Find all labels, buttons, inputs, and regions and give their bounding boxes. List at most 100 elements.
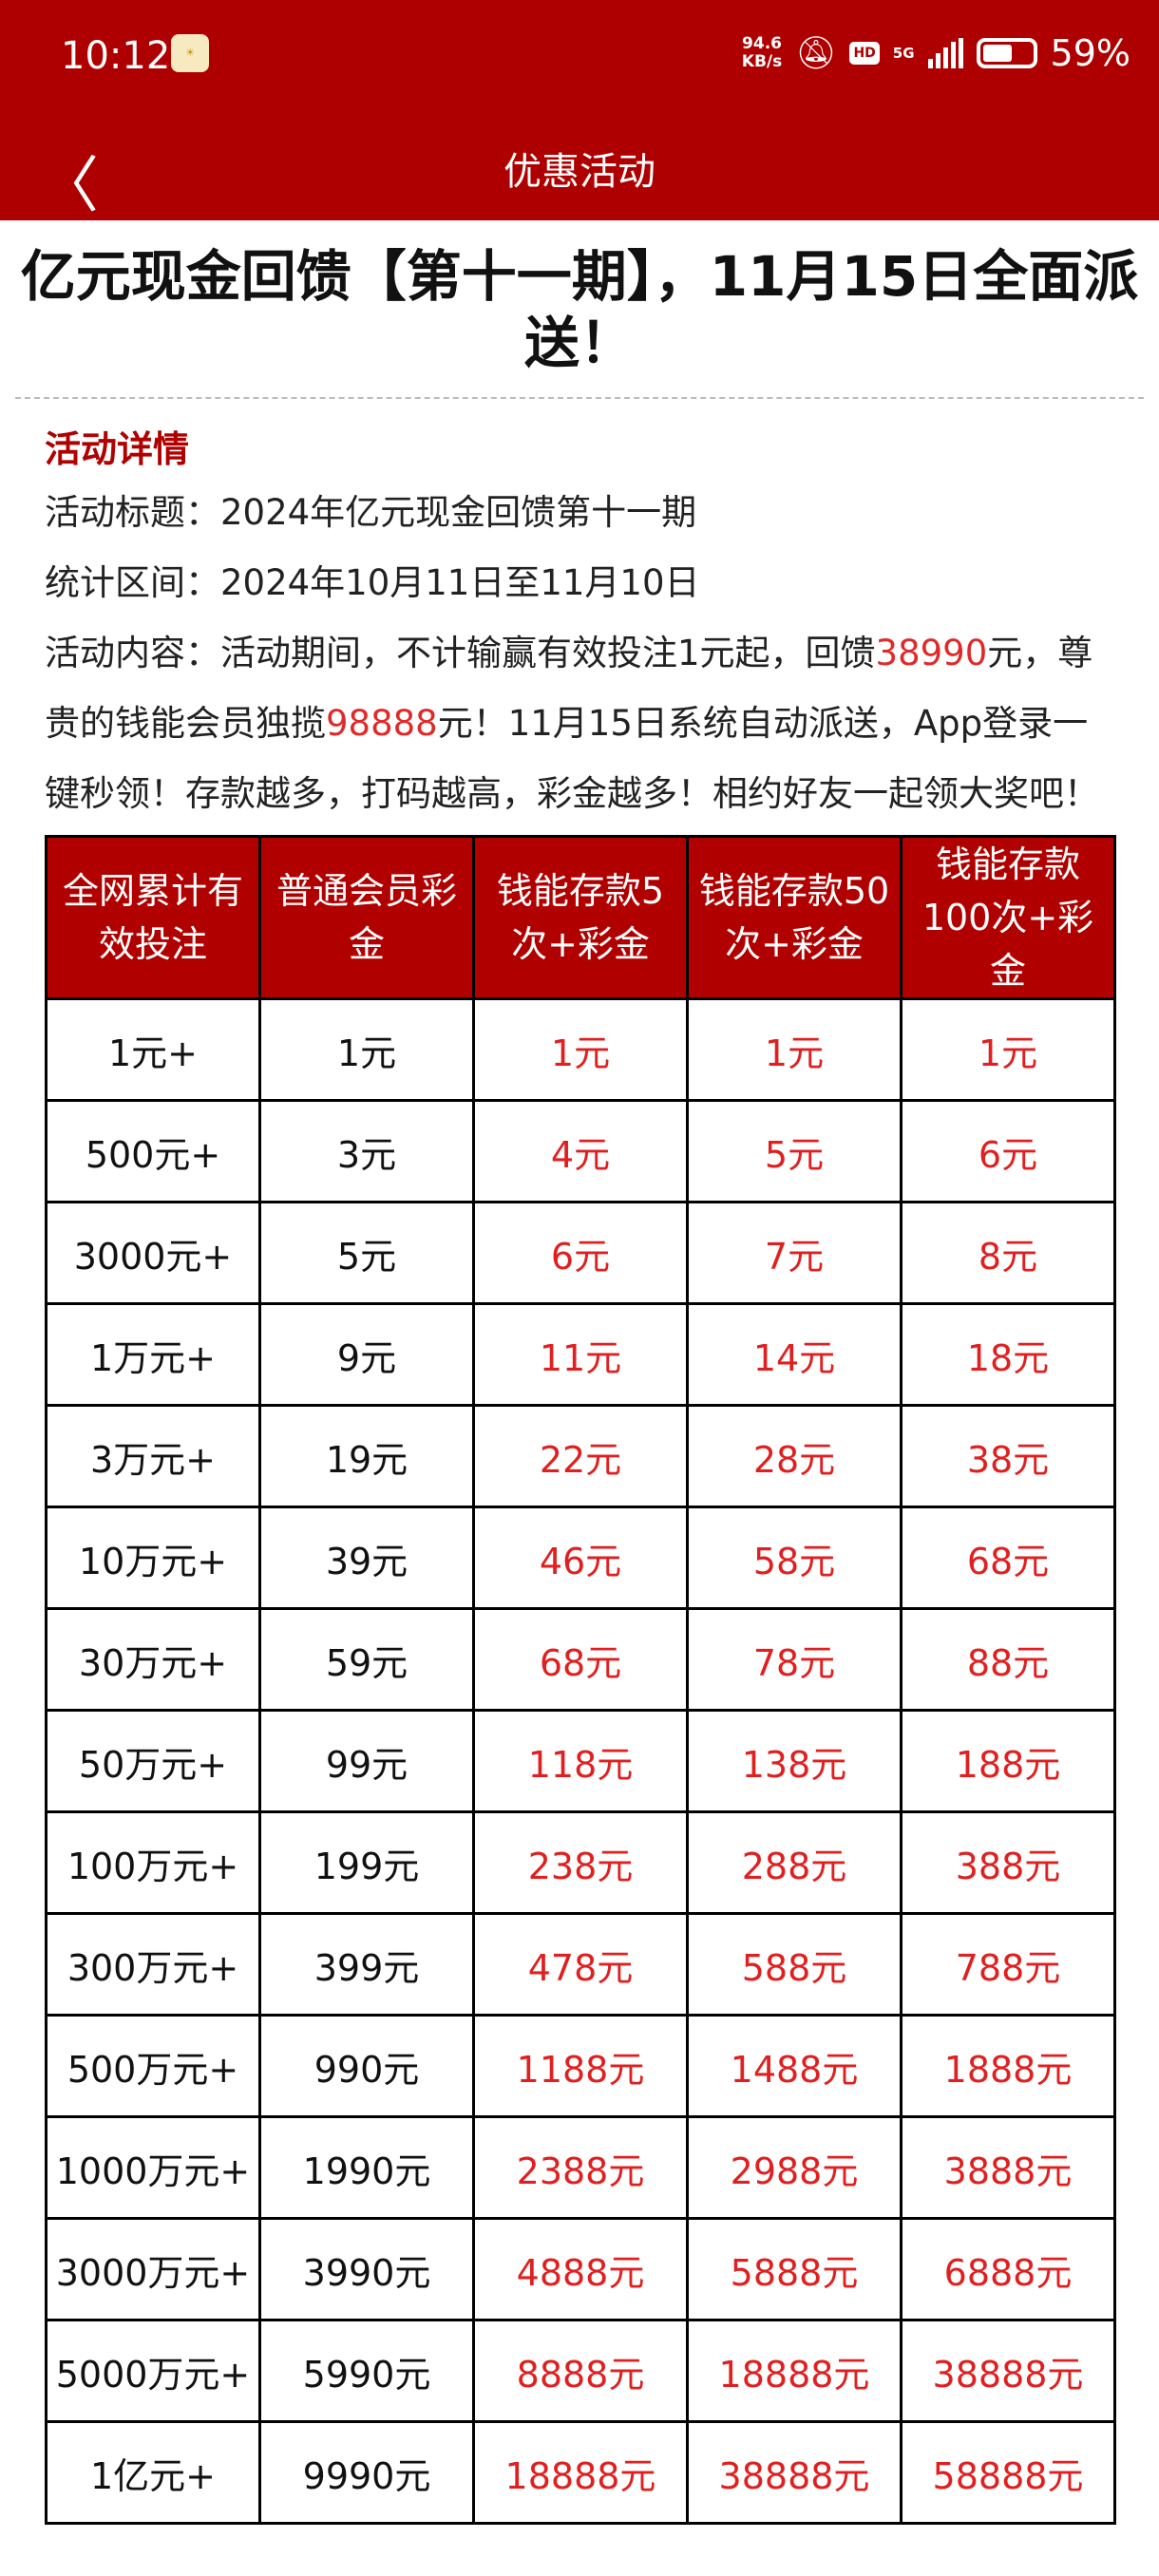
- column-header: 钱能存款5次+彩金: [472, 835, 689, 1000]
- bell-off-icon: 🔕︎: [795, 34, 837, 72]
- table-cell: 288元: [686, 1810, 902, 1915]
- table-cell: 3万元+: [45, 1404, 261, 1508]
- table-cell: 10万元+: [45, 1506, 261, 1610]
- table-cell: 4888元: [472, 2217, 689, 2321]
- table-row: 1万元+ 9元 11元 14元 18元: [45, 1302, 1116, 1407]
- chevron-left-icon[interactable]: 〈: [38, 151, 99, 221]
- content-line: 活动内容：活动期间，不计输赢有效投注1元起，回馈38990元，尊贵的钱能会员独揽…: [45, 633, 1099, 814]
- column-header: 钱能存款50次+彩金: [686, 835, 902, 1000]
- table-row: 500万元+ 990元 1188元 1488元 1888元: [45, 2014, 1116, 2118]
- table-row: 1000万元+ 1990元 2388元 2988元 3888元: [45, 2115, 1116, 2220]
- table-cell: 1元: [900, 997, 1116, 1102]
- table-row: 1亿元+ 9990元 18888元 38888元 58888元: [45, 2420, 1116, 2525]
- table-cell: 4元: [472, 1099, 689, 1203]
- table-cell: 1元+: [45, 997, 261, 1102]
- table-cell: 99元: [258, 1709, 475, 1813]
- table-row: 10万元+ 39元 46元 58元 68元: [45, 1506, 1116, 1610]
- table-cell: 199元: [258, 1810, 475, 1915]
- activity-details: 活动标题：2024年亿元现金回馈第十一期 统计区间：2024年10月11日至11…: [45, 478, 1121, 829]
- table-cell: 118元: [472, 1709, 689, 1813]
- table-cell: 2388元: [472, 2115, 689, 2220]
- section-heading: 活动详情: [45, 428, 190, 470]
- column-header: 普通会员彩金: [258, 835, 475, 1000]
- table-cell: 3000元+: [45, 1201, 261, 1305]
- activity-title-line: 活动标题：2024年亿元现金回馈第十一期: [45, 492, 697, 533]
- table-cell: 5990元: [258, 2319, 475, 2423]
- table-cell: 1万元+: [45, 1302, 261, 1407]
- table-cell: 5元: [258, 1201, 475, 1305]
- table-cell: 78元: [686, 1607, 902, 1712]
- table-cell: 2988元: [686, 2115, 902, 2220]
- table-cell: 3000万元+: [45, 2217, 261, 2321]
- column-header: 全网累计有效投注: [45, 835, 261, 1000]
- table-cell: 188元: [900, 1709, 1116, 1813]
- table-cell: 50万元+: [45, 1709, 261, 1813]
- table-cell: 478元: [472, 1912, 689, 2017]
- table-row: 300万元+ 399元 478元 588元 788元: [45, 1912, 1116, 2017]
- battery-icon: [976, 38, 1037, 68]
- table-cell: 138元: [686, 1709, 902, 1813]
- table-cell: 18888元: [686, 2319, 902, 2423]
- table-cell: 18888元: [472, 2420, 689, 2525]
- table-cell: 38888元: [686, 2420, 902, 2525]
- table-cell: 990元: [258, 2014, 475, 2118]
- table-row: 50万元+ 99元 118元 138元 188元: [45, 1709, 1116, 1813]
- table-row: 1元+ 1元 1元 1元 1元: [45, 997, 1116, 1102]
- table-cell: 22元: [472, 1404, 689, 1508]
- table-row: 3万元+ 19元 22元 28元 38元: [45, 1404, 1116, 1508]
- table-cell: 6元: [472, 1201, 689, 1305]
- table-cell: 14元: [686, 1302, 902, 1407]
- table-cell: 18元: [900, 1302, 1116, 1407]
- app-notification-icon: ☀: [171, 34, 209, 72]
- divider: [15, 397, 1144, 399]
- table-row: 100万元+ 199元 238元 288元 388元: [45, 1810, 1116, 1915]
- table-cell: 38元: [900, 1404, 1116, 1508]
- table-cell: 58元: [686, 1506, 902, 1610]
- table-cell: 3888元: [900, 2115, 1116, 2220]
- table-cell: 788元: [900, 1912, 1116, 2017]
- table-row: 5000万元+ 5990元 8888元 18888元 38888元: [45, 2319, 1116, 2423]
- table-cell: 1188元: [472, 2014, 689, 2118]
- table-cell: 1元: [472, 997, 689, 1102]
- table-cell: 1元: [258, 997, 475, 1102]
- table-cell: 388元: [900, 1810, 1116, 1915]
- table-cell: 100万元+: [45, 1810, 261, 1915]
- table-cell: 1000万元+: [45, 2115, 261, 2220]
- table-cell: 5888元: [686, 2217, 902, 2321]
- table-cell: 39元: [258, 1506, 475, 1610]
- article-title: 亿元现金回馈【第十一期】，11月15日全面派送！: [20, 244, 1139, 375]
- signal-icon: [927, 38, 963, 68]
- table-cell: 8元: [900, 1201, 1116, 1305]
- table-row: 500元+ 3元 4元 5元 6元: [45, 1099, 1116, 1203]
- table-cell: 68元: [472, 1607, 689, 1712]
- table-cell: 5000万元+: [45, 2319, 261, 2423]
- table-cell: 58888元: [900, 2420, 1116, 2525]
- table-cell: 28元: [686, 1404, 902, 1508]
- table-cell: 8888元: [472, 2319, 689, 2423]
- status-time: 10:12: [61, 34, 171, 78]
- table-row: 3000元+ 5元 6元 7元 8元: [45, 1201, 1116, 1305]
- table-cell: 1488元: [686, 2014, 902, 2118]
- table-cell: 46元: [472, 1506, 689, 1610]
- column-header: 钱能存款100次+彩金: [900, 835, 1116, 1000]
- period-line: 统计区间：2024年10月11日至11月10日: [45, 562, 700, 603]
- table-cell: 7元: [686, 1201, 902, 1305]
- table-cell: 59元: [258, 1607, 475, 1712]
- table-cell: 5元: [686, 1099, 902, 1203]
- table-cell: 3990元: [258, 2217, 475, 2321]
- hd-icon: HD: [849, 42, 880, 65]
- table-cell: 500元+: [45, 1099, 261, 1203]
- table-cell: 1元: [686, 997, 902, 1102]
- table-cell: 9元: [258, 1302, 475, 1407]
- table-cell: 11元: [472, 1302, 689, 1407]
- table-cell: 9990元: [258, 2420, 475, 2525]
- network-type: 5G: [892, 45, 915, 62]
- table-cell: 6元: [900, 1099, 1116, 1203]
- table-row: 30万元+ 59元 68元 78元 88元: [45, 1607, 1116, 1712]
- table-cell: 588元: [686, 1912, 902, 2017]
- nav-bar: 〈 优惠活动: [0, 123, 1159, 221]
- table-row: 3000万元+ 3990元 4888元 5888元 6888元: [45, 2217, 1116, 2321]
- table-cell: 38888元: [900, 2319, 1116, 2423]
- status-bar: 10:12 ☀ 94.6 KB/s 🔕︎ HD 5G 59%: [0, 28, 1159, 85]
- battery-percent: 59%: [1050, 32, 1130, 74]
